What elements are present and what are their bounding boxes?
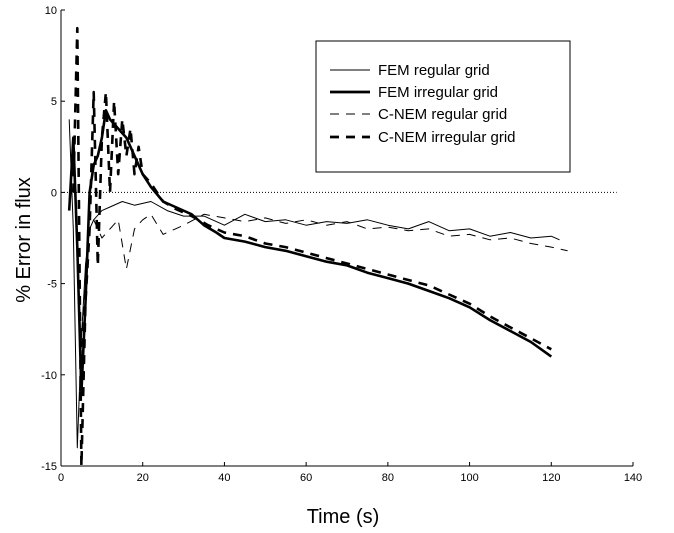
y-tick-label: -5 xyxy=(47,279,57,291)
y-tick-label: -15 xyxy=(41,461,57,473)
x-tick-label: 100 xyxy=(460,472,478,484)
series-line-1 xyxy=(68,119,560,449)
y-tick-label: 0 xyxy=(51,187,57,199)
x-tick-label: 0 xyxy=(58,472,64,484)
x-axis-ticks: 0 20 40 60 80 100 120 140 xyxy=(58,462,642,484)
x-tick-label: 140 xyxy=(624,472,642,484)
x-tick-label: 60 xyxy=(300,472,312,484)
y-tick-label: 10 xyxy=(45,5,57,17)
y-axis-title: % Error in flux xyxy=(13,177,35,303)
y-tick-label: -10 xyxy=(41,370,57,382)
plot-frame xyxy=(60,10,633,467)
series-line-3 xyxy=(68,155,568,358)
x-axis-title: Time (s) xyxy=(307,506,380,528)
x-tick-label: 80 xyxy=(382,472,394,484)
x-tick-label: 120 xyxy=(542,472,560,484)
legend-box xyxy=(315,40,571,173)
x-tick-label: 40 xyxy=(218,472,230,484)
y-tick-label: 5 xyxy=(51,96,57,108)
series-layer xyxy=(67,26,568,468)
legend-label-fem-regular: FEM regular grid xyxy=(378,62,490,79)
legend-label-cnem-irregular: C-NEM irregular grid xyxy=(378,129,516,146)
legend-label-fem-irregular: FEM irregular grid xyxy=(378,84,498,101)
y-axis-ticks: -15 -10 -5 0 5 10 xyxy=(41,5,65,473)
legend: FEM regular grid FEM irregular grid C-NE… xyxy=(315,40,571,173)
x-tick-label: 20 xyxy=(137,472,149,484)
legend-label-cnem-regular: C-NEM regular grid xyxy=(378,106,507,123)
